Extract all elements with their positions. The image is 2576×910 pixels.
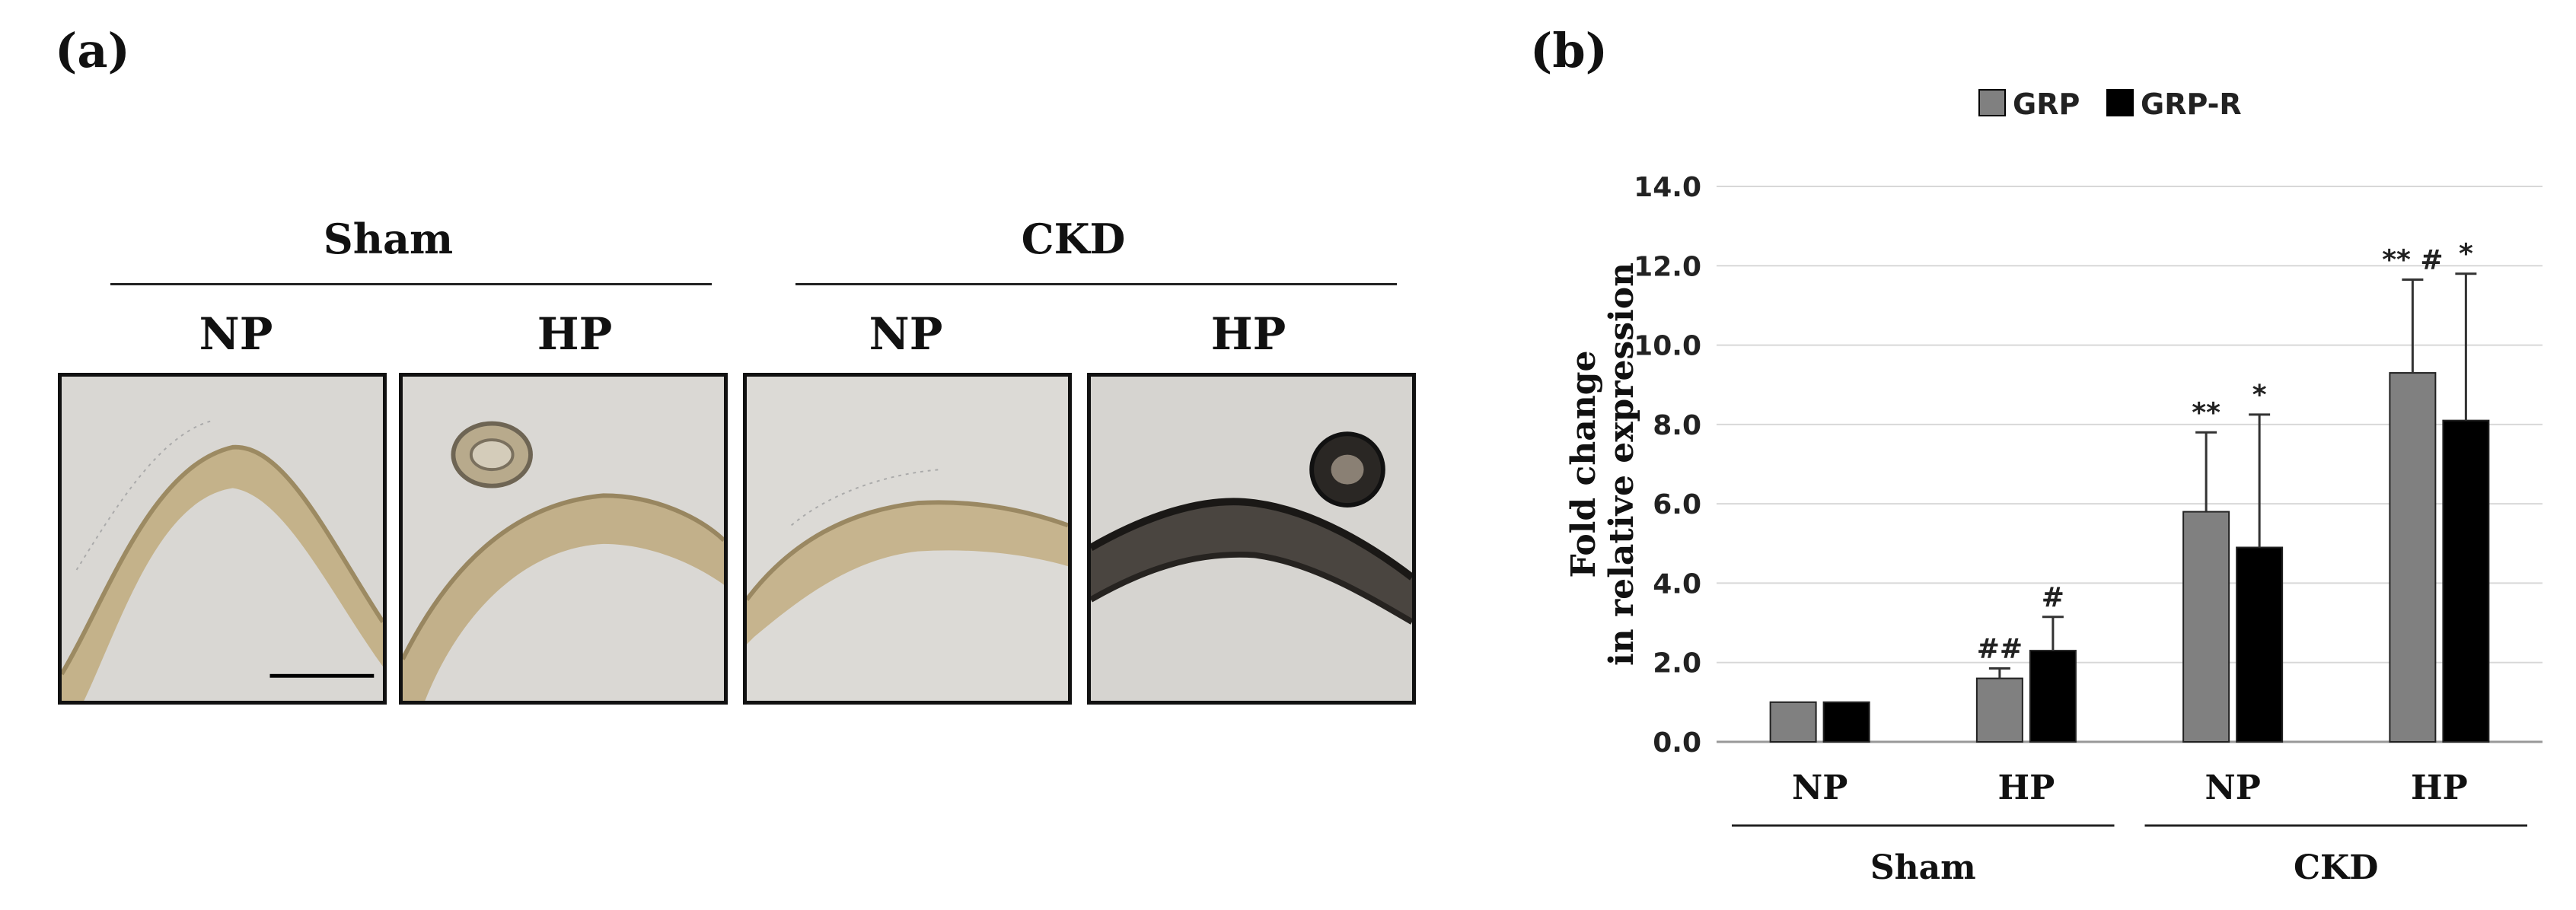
micrograph-sham-np — [58, 373, 387, 705]
chart-legend: GRP GRP-R — [1978, 88, 2242, 121]
y-tick-label: 12.0 — [1634, 251, 1701, 282]
micrograph-ckd-np — [743, 373, 1072, 705]
significance-marker: # — [2042, 582, 2064, 613]
group-label-ckd: CKD — [1021, 215, 1126, 263]
subgroup-label-sham-np: NP — [199, 308, 273, 360]
y-tick-label: 14.0 — [1634, 172, 1701, 203]
panel-b-label: (b) — [1530, 23, 1608, 78]
x-group-label: Sham — [1870, 848, 1976, 887]
bar — [2182, 511, 2230, 743]
chart-bars: ###***** # * — [1769, 239, 2490, 743]
legend-swatch — [1978, 89, 2006, 116]
y-tick-label: 6.0 — [1653, 489, 1701, 520]
y-axis-label: Fold change in relative expression — [1564, 262, 1641, 666]
bar-chart: GRP GRP-R Fold change in relative expressi… — [1564, 88, 2543, 887]
bar — [2442, 419, 2490, 743]
significance-marker: ** — [2192, 397, 2221, 428]
bar — [2389, 372, 2437, 743]
y-axis-ticks: 0.0 2.0 4.0 6.0 8.0 10.0 12.0 14.0 — [1634, 172, 1701, 759]
y-axis-label-line: Fold change — [1564, 350, 1603, 578]
subgroup-label-sham-hp: HP — [537, 308, 613, 360]
legend-label: GRP — [2013, 88, 2080, 121]
y-axis-label-line: in relative expression — [1602, 262, 1641, 666]
bar — [1769, 701, 1817, 743]
x-category-label: HP — [1998, 768, 2055, 807]
significance-marker: ## — [1977, 634, 2023, 665]
bar — [2236, 546, 2284, 743]
legend-label: GRP-R — [2141, 88, 2242, 121]
x-group-label: CKD — [2294, 848, 2378, 887]
micrograph-sham-hp — [399, 373, 728, 705]
y-tick-label: 2.0 — [1653, 648, 1701, 679]
subgroup-label-ckd-np: NP — [869, 308, 943, 360]
x-axis-labels: NP HP NP HP Sham CKD — [1732, 768, 2527, 887]
group-line-sham — [110, 283, 712, 285]
x-category-label: NP — [2205, 768, 2260, 807]
bar — [1975, 677, 2023, 743]
y-tick-label: 10.0 — [1634, 331, 1701, 362]
x-category-label: HP — [2411, 768, 2468, 807]
group-line-ckd — [795, 283, 1397, 285]
group-label-sham: Sham — [323, 215, 454, 263]
significance-marker: ** # — [2382, 245, 2443, 276]
legend-swatch — [2106, 89, 2134, 116]
micrograph-ckd-hp — [1087, 373, 1416, 705]
significance-marker: * — [2252, 380, 2267, 411]
bar — [2029, 650, 2077, 743]
y-tick-label: 0.0 — [1653, 727, 1701, 759]
significance-marker: * — [2459, 239, 2473, 270]
bar — [1822, 701, 1870, 743]
y-tick-label: 4.0 — [1653, 568, 1701, 600]
panel-a-label: (a) — [55, 23, 130, 78]
subgroup-label-ckd-hp: HP — [1210, 308, 1286, 360]
y-tick-label: 8.0 — [1653, 410, 1701, 441]
x-category-label: NP — [1792, 768, 1848, 807]
